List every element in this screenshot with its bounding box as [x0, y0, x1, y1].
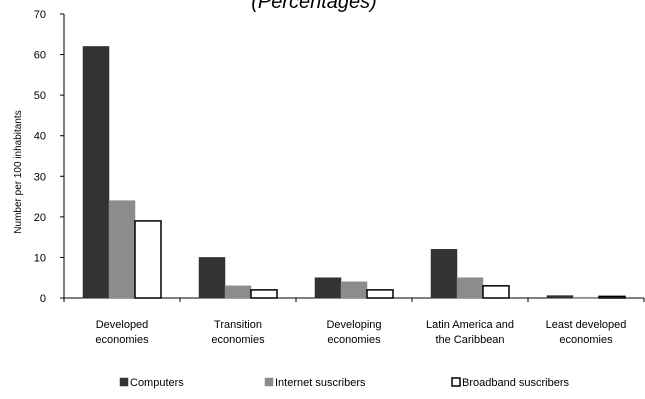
- x-category-label: Developed economies: [95, 319, 149, 346]
- legend-label: Internet suscribers: [275, 377, 366, 389]
- bar-internet-suscribers: [224, 285, 252, 299]
- bar-broadband-suscribers: [366, 289, 394, 299]
- y-tick-label: 50: [34, 90, 46, 102]
- bar-broadband-suscribers: [482, 285, 510, 299]
- bar-internet-suscribers: [456, 277, 484, 299]
- x-category-label: Developing economies: [326, 319, 381, 346]
- x-category-label: Latin America and the Caribbean: [426, 319, 514, 346]
- bar-computers: [82, 46, 110, 299]
- bar-internet-suscribers: [340, 281, 368, 299]
- bar-internet-suscribers: [108, 200, 136, 299]
- y-axis-label: Number per 100 inhabitants: [13, 110, 24, 233]
- legend-label: Broadband suscribers: [462, 377, 570, 389]
- bar-internet-suscribers: [572, 296, 600, 299]
- bar-broadband-suscribers: [134, 220, 162, 299]
- legend-label: Computers: [130, 377, 184, 389]
- chart-title: (Percentages): [251, 0, 377, 13]
- legend-swatch: [119, 377, 129, 387]
- bar-computers: [546, 295, 574, 299]
- y-tick-label: 10: [34, 252, 46, 264]
- y-tick-label: 0: [40, 293, 46, 305]
- bar-computers: [430, 249, 458, 299]
- y-tick-label: 20: [34, 212, 46, 224]
- y-tick-label: 30: [34, 171, 46, 183]
- bar-broadband-suscribers: [598, 295, 626, 299]
- y-tick-label: 60: [34, 50, 46, 62]
- x-category-label: Least developed economies: [546, 319, 627, 346]
- bar-computers: [198, 257, 226, 299]
- y-tick-label: 70: [34, 9, 46, 21]
- legend-swatch: [264, 377, 274, 387]
- x-category-label: Transition economies: [211, 319, 265, 346]
- y-tick-label: 40: [34, 131, 46, 143]
- bar-broadband-suscribers: [250, 289, 278, 299]
- legend-swatch: [451, 377, 461, 387]
- bar-computers: [314, 277, 342, 299]
